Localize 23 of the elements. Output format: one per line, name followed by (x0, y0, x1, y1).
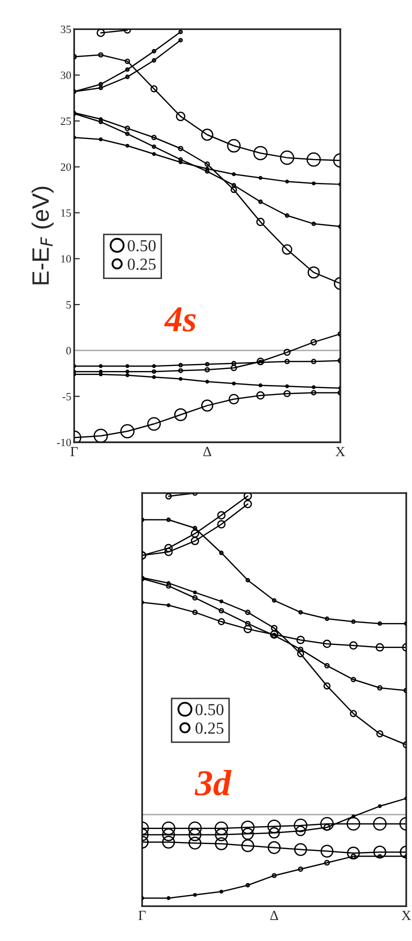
y-tick-label: 25 (60, 117, 71, 125)
y-tick-label: 35 (60, 26, 71, 34)
y-tick-label: 20 (60, 163, 71, 171)
y-tick-label: -10 (56, 438, 71, 446)
annotation: 4s (164, 307, 196, 332)
y-tick-label: 10 (61, 255, 71, 263)
legend-label: 0.50 (128, 240, 156, 252)
x-tick-label: Δ (203, 446, 212, 456)
x-tick-label: Γ (138, 910, 146, 920)
y-tick-label: 30 (60, 72, 71, 80)
y-axis-title: E-E$_{F}$ (eV) (32, 186, 54, 284)
annotation: 3d (194, 770, 232, 796)
y-tick-label: 15 (61, 209, 71, 217)
legend-label: 0.25 (128, 258, 156, 270)
x-tick-label: X (336, 446, 346, 456)
y-tick-label: -5 (62, 392, 71, 400)
y-tick-label: 5 (66, 301, 71, 309)
legend-label: 0.25 (196, 722, 224, 734)
y-tick-label: 0 (66, 346, 71, 354)
legend-label: 0.50 (196, 704, 224, 716)
x-tick-label: X (402, 910, 411, 920)
x-tick-label: Γ (70, 446, 78, 456)
x-tick-label: Δ (270, 910, 278, 920)
